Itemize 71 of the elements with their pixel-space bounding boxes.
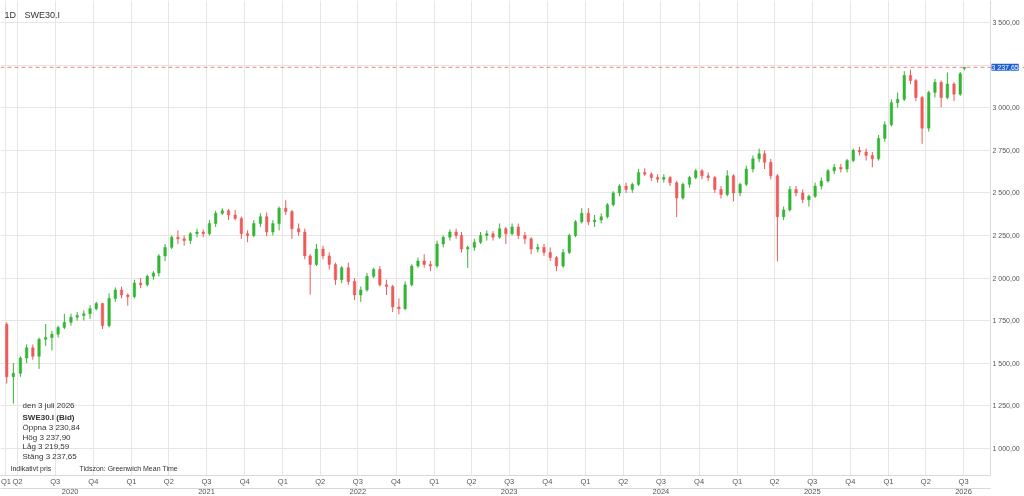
candlestick [567, 233, 571, 255]
candlestick [523, 231, 527, 245]
candlestick [233, 209, 237, 221]
candlestick [308, 253, 312, 296]
candlestick [365, 272, 369, 293]
candlestick [902, 70, 906, 102]
candlestick [864, 148, 868, 162]
candlestick [561, 248, 565, 269]
candlestick [794, 185, 798, 197]
candlestick [542, 243, 546, 257]
candlestick [353, 277, 357, 301]
candlestick [195, 228, 199, 238]
candlestick [18, 355, 22, 378]
candlestick [265, 211, 269, 237]
candlestick [410, 263, 414, 288]
annotation: Låg 3 219,59 [22, 442, 70, 451]
candlestick [624, 182, 628, 194]
candlestick [37, 337, 41, 370]
candlestick [939, 80, 943, 108]
candlestick [788, 185, 792, 213]
candlestick [807, 194, 811, 207]
annotation: Öppna 3 230,84 [22, 423, 81, 432]
candlestick [69, 313, 73, 327]
candlestick [448, 228, 452, 242]
candlestick [346, 262, 350, 286]
candlestick [877, 134, 881, 162]
candlestick [958, 71, 962, 97]
candlestick [277, 206, 281, 231]
candlestick [44, 323, 48, 347]
text: 1D [4, 9, 17, 20]
candlestick [88, 304, 92, 320]
candlestick [454, 228, 458, 240]
annotation: Hög 3 237,90 [22, 432, 72, 442]
candlestick [314, 243, 318, 267]
candlestick [719, 185, 723, 199]
candlestick [378, 265, 382, 288]
candlestick [914, 78, 918, 102]
annotation: den 3 juli 2026 [22, 401, 76, 410]
candlestick [157, 253, 161, 277]
annotation: SWE30.I (Bid) [22, 413, 75, 422]
candlestick [397, 297, 401, 315]
candlestick [459, 231, 464, 253]
candlestick [50, 330, 54, 351]
annotation: Stäng 3 237,65 [22, 451, 78, 461]
candlestick [391, 284, 395, 313]
candlestick [435, 240, 439, 269]
candlestick [504, 226, 508, 245]
candlestick [303, 228, 307, 260]
candlestick [11, 362, 15, 405]
candlestick [945, 72, 949, 100]
candlestick [675, 180, 679, 218]
candlestick [290, 209, 294, 240]
candlestick [763, 149, 767, 170]
text: SWE30.I [24, 9, 61, 20]
candlestick [769, 158, 773, 180]
candlestick [933, 78, 937, 99]
candlestick [883, 120, 887, 143]
candlestick [889, 98, 893, 127]
candlestick [100, 302, 104, 330]
candlestick [176, 229, 180, 245]
candlestick [466, 245, 470, 269]
candlestick [403, 280, 407, 311]
candlestick [333, 262, 337, 286]
candlestick [239, 216, 243, 240]
candlestick [132, 279, 136, 299]
candlestick [25, 343, 29, 364]
candlestick [744, 165, 748, 187]
candlestick [952, 81, 956, 102]
candlestick [725, 169, 729, 197]
candlestick [731, 173, 735, 202]
candlestick [491, 230, 495, 242]
